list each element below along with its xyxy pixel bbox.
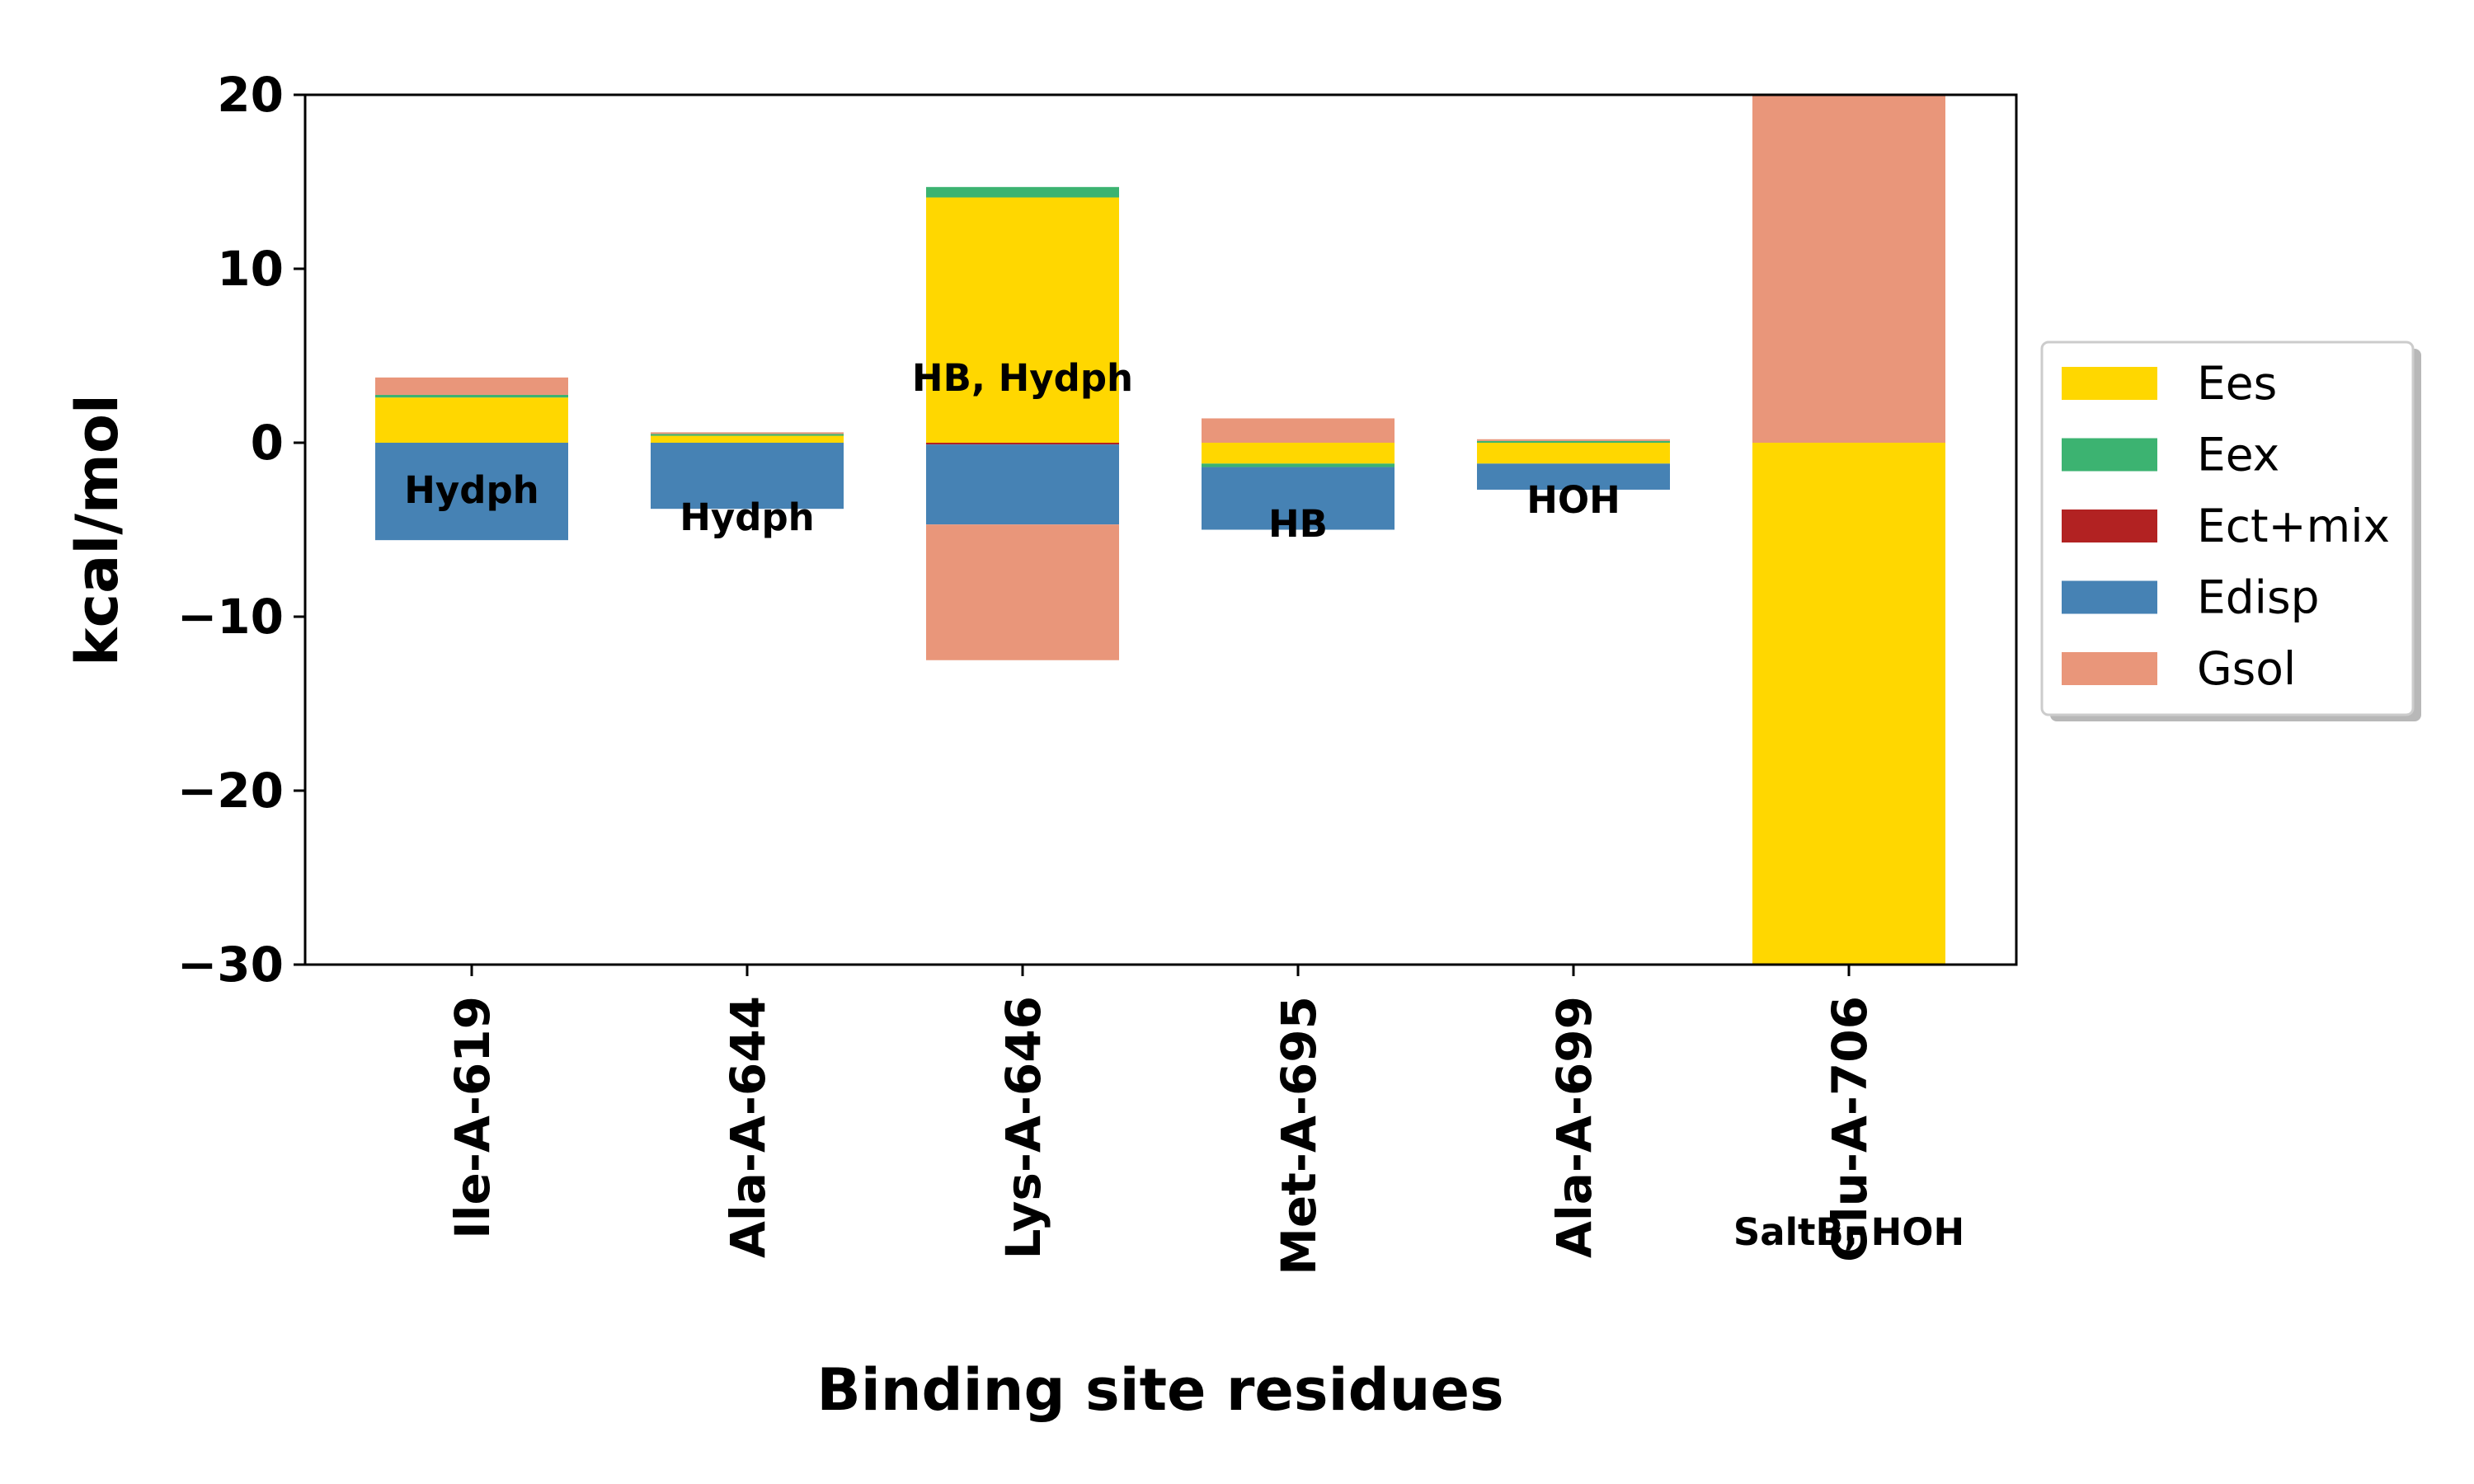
bar-annotation: Hydph bbox=[404, 468, 539, 512]
x-tick-label: Ala-A-699 bbox=[1546, 996, 1602, 1258]
x-tick-label: Ala-A-644 bbox=[720, 996, 776, 1258]
legend-swatch bbox=[2062, 580, 2157, 614]
bar-eex-3 bbox=[1202, 463, 1395, 467]
bar-gsol-0 bbox=[375, 377, 568, 395]
y-tick-label: −20 bbox=[177, 763, 284, 819]
bar-gsol-3 bbox=[1202, 418, 1395, 443]
bar-eex-1 bbox=[651, 434, 844, 436]
bar-ect-mix-2 bbox=[926, 443, 1119, 445]
bar-ees-4 bbox=[1477, 443, 1670, 464]
legend-label: Ees bbox=[2197, 357, 2277, 410]
bar-ees-1 bbox=[651, 435, 844, 443]
plot-frame bbox=[303, 93, 2018, 966]
legend-swatch bbox=[2062, 438, 2157, 472]
legend-swatch bbox=[2062, 652, 2157, 685]
legend-swatch bbox=[2062, 510, 2157, 542]
x-tick-label: Lys-A-646 bbox=[995, 996, 1051, 1259]
bar-eex-0 bbox=[375, 394, 568, 398]
bar-ees-0 bbox=[375, 397, 568, 443]
legend-label: Edisp bbox=[2197, 571, 2320, 624]
x-tick-label: Met-A-695 bbox=[1271, 996, 1327, 1275]
legend-label: Ect+mix bbox=[2197, 500, 2390, 552]
bar-gsol-1 bbox=[651, 432, 844, 434]
bar-eex-2 bbox=[926, 186, 1119, 198]
y-axis-label: kcal/mol bbox=[63, 394, 131, 666]
y-tick-label: 10 bbox=[217, 241, 284, 297]
y-tick-label: −30 bbox=[177, 937, 284, 993]
bar-annotation: SaltB, HOH bbox=[1733, 1210, 1964, 1254]
legend-swatch bbox=[2062, 367, 2157, 400]
bar-annotation: HOH bbox=[1526, 478, 1620, 522]
bar-edisp-3 bbox=[1202, 467, 1395, 530]
bar-edisp-1 bbox=[651, 443, 844, 510]
bar-edisp-0 bbox=[375, 443, 568, 541]
x-tick-label: Glu-A-706 bbox=[1822, 996, 1878, 1262]
bar-edisp-2 bbox=[926, 444, 1119, 525]
y-tick-label: 0 bbox=[251, 415, 284, 471]
x-axis-label: Binding site residues bbox=[816, 1356, 1503, 1424]
bar-gsol-5 bbox=[1752, 95, 1945, 444]
legend-label: Eex bbox=[2197, 429, 2279, 481]
bar-edisp-4 bbox=[1477, 463, 1670, 490]
bar-ees-5 bbox=[1752, 443, 1945, 965]
y-tick-label: 20 bbox=[217, 67, 284, 123]
bar-gsol-4 bbox=[1477, 439, 1670, 441]
bar-ees-3 bbox=[1202, 443, 1395, 464]
legend-label: Gsol bbox=[2197, 642, 2296, 695]
bar-annotation: HB, Hydph bbox=[912, 356, 1133, 400]
bar-annotation: HB bbox=[1268, 502, 1328, 546]
bar-annotation: Hydph bbox=[680, 495, 814, 539]
legend-box bbox=[2040, 340, 2415, 716]
bar-ees-2 bbox=[926, 197, 1119, 444]
x-tick-label: Ile-A-619 bbox=[444, 996, 501, 1239]
y-tick-label: −10 bbox=[177, 589, 284, 645]
bar-gsol-2 bbox=[926, 524, 1119, 660]
bar-eex-4 bbox=[1477, 440, 1670, 443]
